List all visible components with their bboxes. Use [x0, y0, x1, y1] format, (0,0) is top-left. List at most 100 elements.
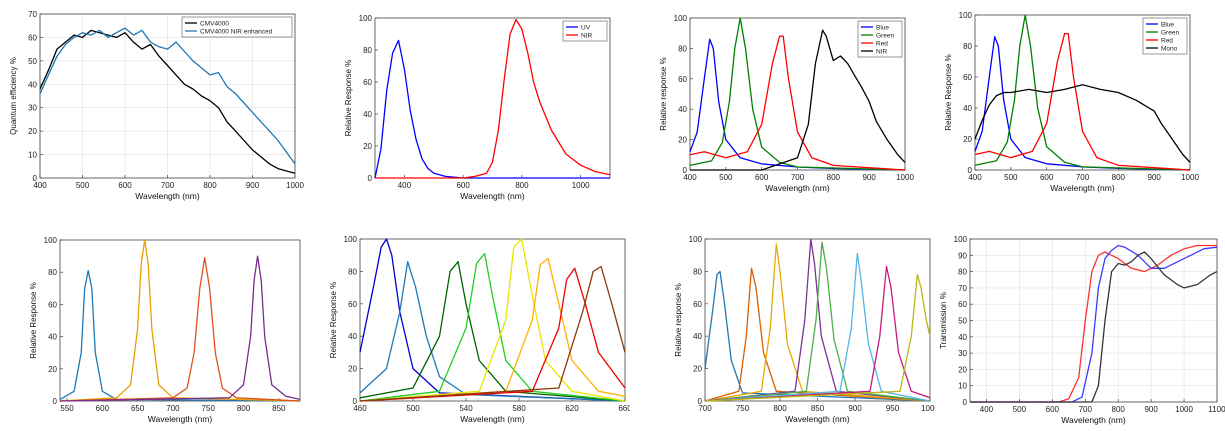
y-tick-label: 100: [689, 235, 703, 244]
y-axis-label: Transmission %: [939, 292, 948, 349]
x-tick-label: 1000: [1175, 405, 1193, 414]
series-line-5-4: [359, 238, 626, 402]
legend-entry: CMV4000 NIR enhanced: [200, 29, 273, 36]
y-axis-label: Quantum efficiency %: [9, 57, 18, 135]
plot-frame: [59, 239, 301, 402]
series-line-5-1: [359, 261, 626, 402]
y-tick-label: 80: [958, 268, 967, 277]
y-tick-label: 0: [683, 166, 688, 175]
x-tick-label: 400: [33, 181, 47, 190]
x-tick-label: 500: [406, 404, 420, 413]
y-axis-label: Relative response %: [659, 57, 668, 130]
y-tick-label: 20: [963, 135, 972, 144]
y-tick-label: 0: [698, 397, 703, 406]
x-tick-label: 600: [1040, 173, 1054, 182]
x-tick-label: 800: [1112, 405, 1126, 414]
x-tick-label: 540: [459, 404, 473, 413]
series-line-1-1: [375, 18, 611, 179]
y-tick-label: 20: [348, 365, 357, 374]
y-tick-label: 60: [678, 75, 687, 84]
y-tick-label: 10: [28, 151, 37, 160]
series-line-4-2: [59, 257, 301, 402]
y-tick-label: 0: [368, 174, 373, 183]
series-line-6-4: [704, 241, 931, 402]
y-tick-label: 40: [963, 104, 972, 113]
x-tick-label: 800: [1112, 173, 1126, 182]
x-tick-label: 900: [848, 404, 862, 413]
y-tick-label: 40: [348, 332, 357, 341]
x-axis-label: Wavelength (nm): [460, 191, 525, 201]
y-tick-label: 60: [958, 300, 967, 309]
x-tick-label: 400: [980, 405, 994, 414]
x-tick-label: 600: [456, 181, 470, 190]
x-axis-label: Wavelength (nm): [785, 414, 850, 424]
x-tick-label: 580: [512, 404, 526, 413]
x-tick-label: 750: [736, 404, 750, 413]
x-tick-label: 800: [827, 173, 841, 182]
x-tick-label: 550: [60, 404, 74, 413]
y-tick-label: 10: [958, 382, 967, 391]
y-tick-label: 60: [28, 33, 37, 42]
x-tick-label: 700: [1079, 405, 1093, 414]
y-tick-label: 100: [344, 235, 358, 244]
legend-entry: NIR: [876, 49, 888, 56]
x-tick-label: 400: [398, 181, 412, 190]
legend-entry: Blue: [1161, 22, 1174, 29]
x-tick-label: 900: [862, 173, 876, 182]
y-tick-label: 20: [363, 142, 372, 151]
x-tick-label: 620: [565, 404, 579, 413]
legend-entry: NIR: [581, 33, 593, 40]
y-tick-label: 50: [958, 317, 967, 326]
legend-entry: Red: [876, 41, 888, 48]
series-line-4-3: [59, 255, 301, 402]
legend-entry: Blue: [876, 25, 889, 32]
x-tick-label: 700: [698, 404, 712, 413]
x-tick-label: 700: [791, 173, 805, 182]
x-tick-label: 900: [1144, 405, 1158, 414]
legend-entry: Red: [1161, 38, 1173, 45]
y-tick-label: 60: [48, 300, 57, 309]
y-tick-label: 20: [678, 136, 687, 145]
y-tick-label: 80: [48, 268, 57, 277]
x-tick-label: 1100: [1208, 405, 1225, 414]
x-tick-label: 500: [719, 173, 733, 182]
series-line-0-1: [39, 27, 296, 165]
series-line-6-2: [704, 243, 931, 402]
x-tick-label: 500: [76, 181, 90, 190]
x-axis-label: Wavelength (nm): [1061, 415, 1126, 425]
x-tick-label: 800: [203, 181, 217, 190]
x-axis-label: Wavelength (nm): [135, 191, 200, 201]
series-line-6-6: [704, 265, 931, 402]
x-tick-label: 800: [773, 404, 787, 413]
legend-entry: UV: [581, 25, 591, 32]
x-axis-label: Wavelength (nm): [1050, 183, 1115, 193]
legend-entry: Green: [1161, 30, 1179, 37]
legend-entry: Green: [876, 33, 894, 40]
series-line-5-5: [359, 257, 626, 402]
x-tick-label: 600: [118, 181, 132, 190]
x-tick-label: 1000: [1181, 173, 1199, 182]
x-tick-label: 700: [161, 181, 175, 190]
x-tick-label: 900: [1147, 173, 1161, 182]
x-tick-label: 850: [811, 404, 825, 413]
series-line-2-0: [689, 38, 906, 171]
legend-box: [181, 16, 293, 38]
x-tick-label: 800: [515, 181, 529, 190]
chart-transmission: 400 500 600 700 800 900 1000 1100 0 10 20 30 40 50 60 7…: [939, 235, 1225, 425]
series-line-3-0: [974, 36, 1191, 171]
y-axis-label: Relative Response %: [344, 60, 353, 136]
x-tick-label: 1000: [572, 181, 590, 190]
y-tick-label: 100: [359, 14, 373, 23]
y-tick-label: 0: [33, 174, 38, 183]
x-tick-label: 500: [1004, 173, 1018, 182]
x-tick-label: 500: [1013, 405, 1027, 414]
series-line-0-0: [39, 29, 296, 174]
y-tick-label: 0: [968, 166, 973, 175]
y-tick-label: 80: [693, 267, 702, 276]
chart-quantum-efficiency: 400 500 600 700 800 900 1000 0 10 20 30 40 50 60 70 Wav…: [9, 10, 304, 201]
y-tick-label: 100: [674, 14, 688, 23]
chart-uv-nir-response: 400 600 800 1000 0 20 40 60 80 100 Wavelength (nm)…: [344, 14, 611, 201]
y-tick-label: 80: [363, 46, 372, 55]
x-tick-label: 600: [1046, 405, 1060, 414]
